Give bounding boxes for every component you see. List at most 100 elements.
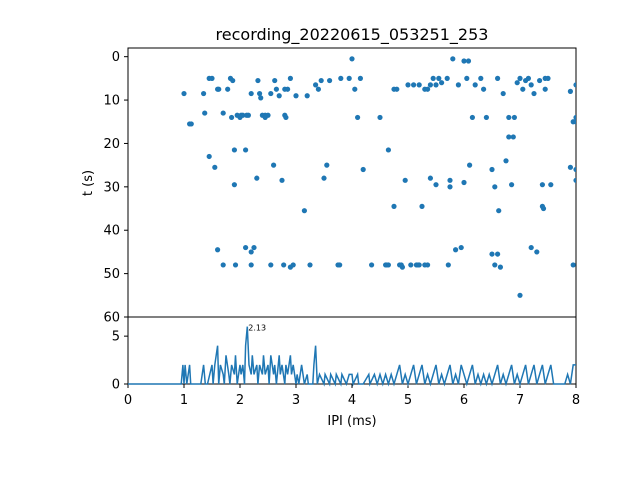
scatter-points [181,56,576,298]
scatter-point [394,86,400,92]
scatter-point [385,262,391,268]
scatter-point [265,112,271,118]
scatter-point [391,203,397,209]
scatter-point [419,203,425,209]
scatter-point [268,262,274,268]
scatter-point [511,114,517,121]
scatter-point [450,56,456,62]
scatter-point [231,147,237,153]
histogram-y-tick-label: 0 [112,378,120,393]
chart-title: recording_20220615_053251_253 [216,25,489,45]
histogram-x-tick-label: 6 [460,393,468,408]
scatter-point [201,90,207,97]
scatter-point [321,175,327,181]
scatter-point [453,247,459,253]
histogram-x-tick-label: 0 [124,393,132,408]
scatter-point [427,175,433,181]
scatter-point [425,262,431,268]
scatter-point [248,262,254,268]
scatter-y-tick-label: 40 [103,224,120,239]
scatter-point [313,82,319,88]
scatter-point [377,114,383,121]
scatter-y-tick-label: 10 [103,94,120,109]
scatter-point [215,247,221,253]
scatter-point [444,75,450,81]
scatter-point [279,177,285,183]
scatter-point [243,147,249,153]
scatter-point [425,86,431,92]
scatter-point [416,262,422,268]
scatter-point [534,249,540,255]
scatter-point [324,162,330,168]
scatter-point [439,80,445,86]
scatter-point [254,175,260,181]
scatter-point [258,95,264,101]
scatter-point [304,93,310,99]
scatter-point [500,90,506,97]
scatter-point [352,86,358,92]
histogram-y-tick-label: 5 [112,330,120,345]
scatter-point [257,90,263,97]
scatter-point [402,177,408,183]
scatter-point [483,114,489,121]
scatter-point [573,82,576,88]
scatter-point [433,182,439,188]
scatter-point [243,244,249,251]
scatter-point [338,75,344,81]
scatter-point [346,75,352,81]
histogram-x-tick-label: 8 [572,393,580,408]
scatter-point [220,262,226,268]
scatter-point [293,93,299,99]
histogram-x-tick-label: 7 [516,393,524,408]
scatter-point [510,134,516,140]
scatter-point [509,182,515,188]
scatter-point [506,114,512,121]
scatter-point [469,114,475,121]
scatter-point [355,114,361,121]
scatter-point [307,262,313,268]
scatter-point [337,262,343,268]
scatter-point [245,112,251,118]
scatter-point [517,292,523,298]
scatter-point [525,75,532,81]
scatter-point [357,75,363,81]
scatter-point [301,208,307,214]
scatter-point [427,82,433,88]
scatter-point [495,75,501,81]
scatter-point [285,86,291,92]
scatter-y-tick-label: 20 [103,137,120,152]
scatter-point [548,182,554,188]
scatter-point [385,147,391,153]
scatter-point [497,264,503,270]
scatter-point [545,75,551,81]
histogram-x-tick-label: 4 [348,393,356,408]
scatter-point [212,164,218,170]
scatter-point [467,162,473,168]
scatter-point [369,262,375,268]
scatter-point [399,264,405,270]
scatter-point [489,166,495,173]
histogram-x-tick-label: 3 [292,393,300,408]
scatter-point [489,251,495,257]
scatter-point [455,82,461,88]
scatter-point [231,182,237,188]
scatter-point [188,121,194,127]
scatter-point [349,56,355,62]
scatter-point [492,262,498,268]
scatter-point [517,75,523,81]
scatter-y-tick-label: 60 [103,311,120,326]
scatter-point [315,86,321,92]
scatter-y-tick-label: 30 [103,180,120,195]
scatter-point [461,58,467,64]
scatter-y-axis: 0 10 20 30 40 50 60 [103,50,128,326]
histogram-y-axis: 05 [112,330,128,393]
scatter-point [492,184,498,190]
scatter-point [447,177,453,183]
scatter-y-tick-label: 50 [103,267,120,282]
scatter-point [181,90,187,97]
histogram-x-tick-label: 1 [180,393,188,408]
scatter-point [447,184,453,190]
